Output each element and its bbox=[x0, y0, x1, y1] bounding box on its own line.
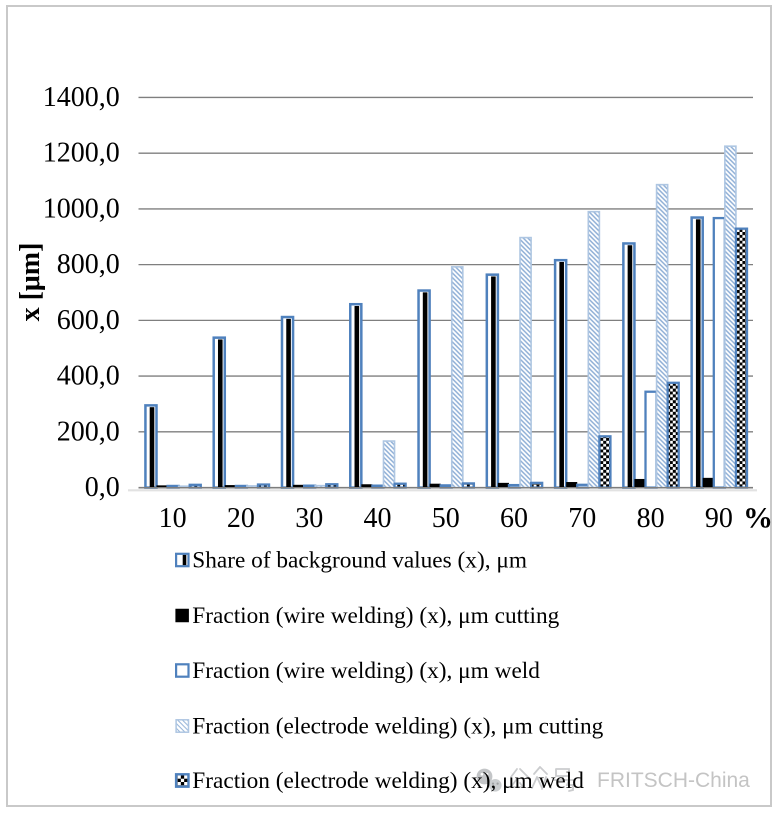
svg-text:1200,0: 1200,0 bbox=[43, 138, 120, 169]
svg-text:70: 70 bbox=[568, 503, 596, 534]
svg-text:1000,0: 1000,0 bbox=[43, 193, 120, 224]
svg-text:Fraction (wire welding) (x), μ: Fraction (wire welding) (x), μm cutting bbox=[192, 603, 559, 629]
svg-text:Fraction (electrode welding) (: Fraction (electrode welding) (x), μm wel… bbox=[192, 768, 584, 794]
svg-text:90: 90 bbox=[705, 503, 733, 534]
svg-text:60: 60 bbox=[500, 503, 528, 534]
svg-text:%: % bbox=[743, 502, 773, 535]
svg-text:600,0: 600,0 bbox=[57, 305, 120, 336]
svg-text:50: 50 bbox=[432, 503, 460, 534]
svg-text:400,0: 400,0 bbox=[57, 361, 120, 392]
svg-text:FRITSCH-China: FRITSCH-China bbox=[597, 769, 750, 792]
svg-text:Fraction (electrode welding) (: Fraction (electrode welding) (x), μm cut… bbox=[192, 714, 603, 740]
svg-text:40: 40 bbox=[363, 503, 391, 534]
svg-text:200,0: 200,0 bbox=[57, 416, 120, 447]
svg-text:800,0: 800,0 bbox=[57, 249, 120, 280]
svg-text:x [μm]: x [μm] bbox=[15, 243, 46, 322]
svg-text:10: 10 bbox=[159, 503, 187, 534]
svg-text:Fraction (wire welding) (x), μ: Fraction (wire welding) (x), μm weld bbox=[192, 658, 540, 684]
svg-text:1400,0: 1400,0 bbox=[43, 82, 120, 113]
svg-text:80: 80 bbox=[637, 503, 665, 534]
svg-text:0,0: 0,0 bbox=[85, 472, 120, 503]
svg-text:20: 20 bbox=[227, 503, 255, 534]
svg-text:30: 30 bbox=[295, 503, 323, 534]
svg-text:Share of background values (x): Share of background values (x), μm bbox=[192, 548, 527, 574]
